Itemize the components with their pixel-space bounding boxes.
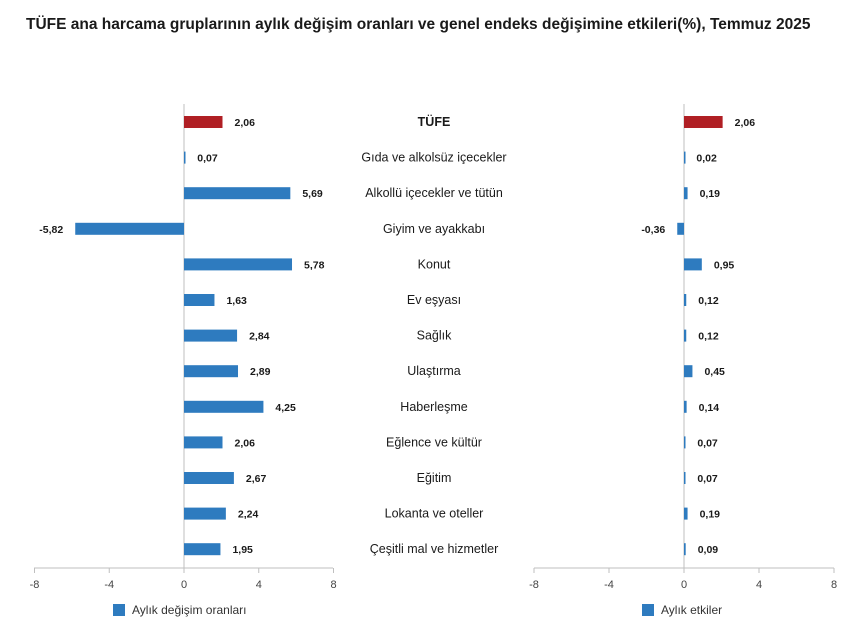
data-label-left: 2,84	[249, 331, 270, 343]
x-tick-label-left: 8	[330, 579, 336, 591]
bar-left	[184, 116, 223, 128]
bar-left	[184, 472, 234, 484]
bar-right	[684, 329, 687, 342]
data-label-right: 2,06	[735, 117, 756, 129]
data-label-left: 2,24	[238, 509, 259, 521]
bar-right	[684, 187, 688, 200]
data-label-left: 4,25	[275, 402, 296, 414]
category-label: Alkollü içecekler ve tütün	[365, 186, 503, 200]
bar-right	[684, 294, 687, 306]
data-label-right: 0,02	[696, 153, 717, 165]
bar-right	[684, 365, 693, 378]
category-label: Gıda ve alkolsüz içecekler	[361, 151, 506, 165]
bar-left	[184, 294, 215, 306]
bar-right	[684, 543, 686, 556]
data-label-left: 2,06	[234, 437, 255, 449]
bar-right	[684, 507, 688, 520]
data-label-right: -0,36	[641, 224, 665, 236]
chart-title: TÜFE ana harcama gruplarının aylık değiş…	[26, 16, 811, 33]
bar-left	[184, 365, 239, 378]
data-label-right: 0,07	[697, 473, 718, 485]
legend-label-left: Aylık değişim oranları	[132, 603, 247, 617]
category-label: Ev eşyası	[407, 293, 461, 307]
data-label-right: 0,07	[697, 437, 718, 449]
x-tick-label-right: -8	[529, 579, 539, 591]
bar-right	[684, 436, 686, 449]
bar-left	[184, 151, 186, 164]
x-tick-label-right: 4	[756, 579, 762, 591]
legend-left: Aylık değişim oranları	[113, 603, 247, 617]
x-tick-label-right: 0	[681, 579, 687, 591]
data-label-right: 0,45	[704, 366, 725, 378]
category-label: Çeşitli mal ve hizmetler	[370, 542, 499, 556]
data-label-left: 2,67	[246, 473, 267, 485]
data-label-left: 1,95	[232, 544, 253, 556]
data-label-right: 0,12	[698, 331, 719, 343]
bar-left	[184, 187, 291, 200]
bar-right	[684, 258, 702, 271]
bar-right	[684, 116, 723, 128]
data-label-left: 5,69	[302, 188, 323, 200]
bar-left	[184, 258, 293, 271]
bar-left	[184, 543, 221, 556]
data-label-left: 2,06	[234, 117, 255, 129]
legend-swatch-right	[642, 604, 654, 616]
category-label: Sağlık	[417, 329, 452, 343]
legend-right: Aylık etkiler	[642, 603, 722, 617]
x-tick-label-left: -4	[104, 579, 114, 591]
data-label-right: 0,12	[698, 295, 719, 307]
data-label-right: 0,09	[698, 544, 719, 556]
bar-left	[184, 436, 223, 449]
data-label-right: 0,14	[699, 402, 720, 414]
data-label-right: 0,19	[700, 188, 721, 200]
bar-left	[184, 329, 238, 342]
x-tick-label-right: -4	[604, 579, 614, 591]
bar-right	[684, 151, 686, 164]
category-label: Giyim ve ayakkabı	[383, 222, 485, 236]
data-label-left: 5,78	[304, 259, 325, 271]
data-label-right: 0,19	[700, 509, 721, 521]
bar-right	[684, 400, 687, 413]
legend-swatch-left	[113, 604, 125, 616]
category-label: Eğlence ve kültür	[386, 435, 482, 449]
x-tick-label-right: 8	[831, 579, 837, 591]
data-label-left: 0,07	[197, 153, 218, 165]
bar-left	[184, 507, 226, 520]
data-label-left: 2,89	[250, 366, 271, 378]
bar-left	[184, 400, 264, 413]
data-label-left: 1,63	[226, 295, 247, 307]
category-label: TÜFE	[418, 114, 451, 129]
x-tick-label-left: -8	[30, 579, 40, 591]
category-label: Konut	[418, 257, 451, 271]
x-tick-label-left: 4	[256, 579, 262, 591]
legend-label-right: Aylık etkiler	[661, 603, 723, 617]
bar-right	[677, 222, 684, 235]
category-label: Haberleşme	[400, 400, 467, 414]
category-label: Ulaştırma	[407, 364, 461, 378]
data-label-right: 0,95	[714, 259, 735, 271]
bar-left	[75, 222, 184, 235]
bar-right	[684, 472, 686, 484]
category-label: Lokanta ve oteller	[385, 507, 484, 521]
data-label-left: -5,82	[39, 224, 63, 236]
category-label: Eğitim	[417, 471, 452, 485]
x-tick-label-left: 0	[181, 579, 187, 591]
